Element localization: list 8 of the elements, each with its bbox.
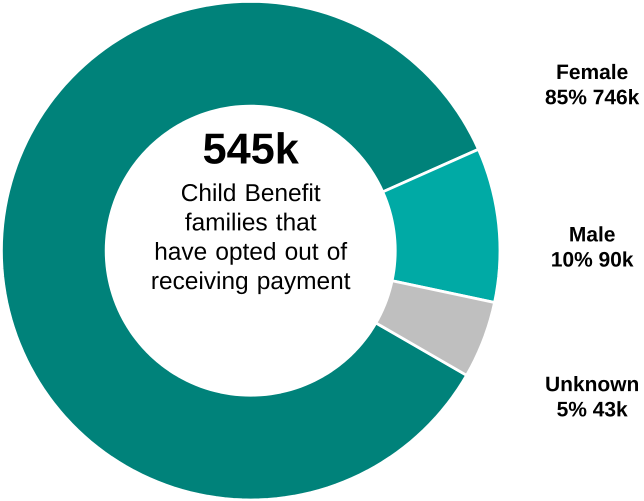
text: 545k (204, 132, 299, 164)
text: Child Benefit families that have opted out of receiving payment (152, 183, 350, 294)
data-label: 5% 43k (557, 400, 628, 416)
data-label: 85% 746k (546, 88, 640, 104)
data-label: 10% 90k (552, 251, 634, 267)
slice-label: Male (570, 226, 615, 242)
slice-label: Unknown (546, 376, 638, 392)
slice-label: Female (557, 64, 628, 80)
